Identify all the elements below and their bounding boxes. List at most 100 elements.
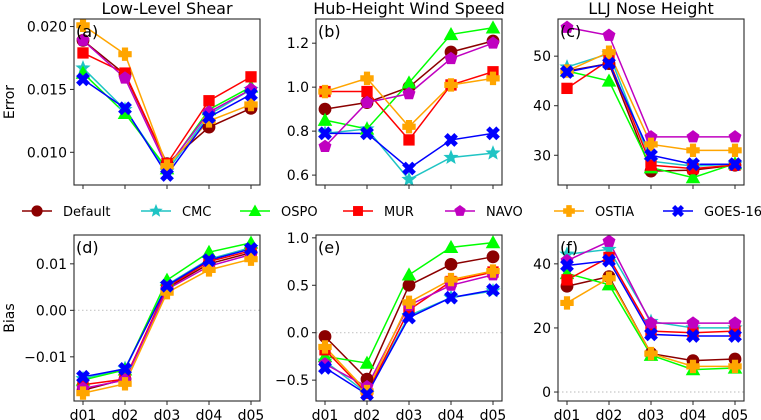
data-point-ostia — [686, 143, 700, 158]
y-tick-label: 0.00 — [36, 303, 67, 319]
x-tick-label: d05 — [722, 408, 749, 420]
data-point-goes-16 — [602, 253, 616, 268]
legend-marker-glyph — [149, 203, 163, 217]
axes-frame — [73, 18, 261, 186]
data-point-goes-16 — [318, 126, 332, 141]
legend-label-goes-16: GOES-16 — [704, 205, 761, 220]
data-point-cmc — [401, 171, 417, 186]
series-line-goes-16 — [82, 248, 252, 378]
data-point-mur — [77, 47, 89, 59]
axes-frame — [315, 234, 503, 402]
data-point-ostia — [686, 359, 700, 374]
series-line-mur — [82, 250, 252, 386]
legend: Default CMC OSPO MUR NAVO OSTIA GOES-16 — [22, 203, 761, 220]
x-tick-label: d05 — [238, 408, 265, 420]
y-tick-label: 0.6 — [287, 168, 309, 184]
data-point-goes-16 — [486, 126, 500, 141]
data-point-navo — [728, 316, 742, 329]
axes-frame — [73, 234, 261, 402]
legend-label-cmc: CMC — [182, 205, 211, 220]
y-tick-label: 0 — [542, 385, 551, 401]
data-point-ospo — [443, 239, 459, 254]
data-point-goes-16 — [444, 290, 458, 305]
data-point-goes-16 — [728, 157, 742, 172]
legend-marker-ostia — [554, 205, 584, 217]
data-point-mur — [203, 95, 215, 107]
data-point-ospo — [485, 20, 501, 34]
axes-frame — [315, 18, 503, 186]
x-tick-label: d03 — [638, 408, 665, 420]
data-point-ostia — [486, 264, 500, 278]
y-tick-label: 50 — [533, 49, 551, 65]
data-point-goes-16 — [360, 126, 374, 141]
x-tick-label: d01 — [312, 408, 339, 420]
data-point-goes-16 — [76, 369, 90, 384]
legend-marker-goes-16 — [663, 205, 693, 217]
y-tick-label: 40 — [533, 257, 551, 273]
panel-e-hub-height-wind-speed-bias: −0.5 0.0 0.5 1.0 d01 d02 d03 d04 d05 (e) — [275, 231, 506, 420]
data-point-goes-16 — [360, 387, 374, 402]
y-axis-label: Bias — [2, 303, 18, 332]
legend-item-mur: MUR — [343, 205, 414, 220]
data-point-ospo — [359, 355, 375, 369]
y-tick-label: 0.5 — [287, 278, 309, 294]
data-point-goes-16 — [402, 161, 416, 176]
x-tick-label: d01 — [554, 408, 581, 420]
data-point-ostia — [202, 263, 216, 277]
x-tick-label: d02 — [354, 408, 381, 420]
data-point-goes-16 — [402, 310, 416, 325]
panel-label: (f) — [560, 238, 578, 257]
legend-marker-glyph — [454, 205, 466, 216]
data-point-ostia — [244, 252, 258, 266]
data-point-ostia — [76, 386, 90, 400]
panel-f-llj-nose-height-bias: 0 20 40 d01 d02 d03 d04 d05 (f) — [533, 234, 749, 420]
data-point-navo — [318, 139, 332, 153]
panel-title: LLJ Nose Height — [588, 0, 714, 18]
x-tick-label: d04 — [680, 408, 707, 420]
y-tick-label: 1.0 — [287, 231, 309, 247]
data-point-ostia — [244, 97, 258, 112]
legend-marker-glyph — [31, 205, 43, 217]
data-point-navo — [118, 71, 132, 84]
data-point-ospo — [317, 112, 333, 126]
data-point-ospo — [685, 170, 701, 184]
series-line-ospo — [82, 242, 252, 381]
legend-marker-glyph — [353, 206, 363, 216]
panel-a-low-level-shear-error: Low-Level Shear Error 0.010 0.015 0.020 (a) — [2, 0, 261, 189]
x-tick-label: d04 — [438, 408, 465, 420]
y-tick-label: −0.5 — [275, 373, 309, 389]
series-line-ospo — [82, 72, 252, 170]
data-point-ostia — [318, 340, 332, 354]
panel-c-llj-nose-height-error: LLJ Nose Height 30 40 50 (c) — [533, 0, 745, 189]
data-point-ostia — [444, 78, 458, 92]
data-point-navo — [602, 28, 616, 41]
legend-marker-navo — [445, 205, 475, 216]
data-point-goes-16 — [686, 157, 700, 172]
y-tick-label: 0.0 — [287, 326, 309, 342]
data-point-goes-16 — [118, 101, 132, 116]
data-point-goes-16 — [202, 253, 216, 268]
panel-title: Hub-Height Wind Speed — [313, 0, 505, 18]
legend-item-navo: NAVO — [445, 205, 523, 220]
legend-item-ospo: OSPO — [240, 204, 318, 220]
legend-item-ostia: OSTIA — [554, 205, 634, 220]
panel-d-low-level-shear-bias: Bias −0.01 0.00 0.01 d01 d02 d03 d04 d05 (d) — [2, 234, 265, 420]
data-point-goes-16 — [686, 329, 700, 343]
data-point-ostia — [486, 71, 500, 86]
data-point-default — [444, 258, 458, 271]
legend-label-ospo: OSPO — [281, 205, 318, 220]
data-point-ospo — [443, 26, 459, 41]
data-point-goes-16 — [244, 242, 258, 256]
y-tick-label: 1.2 — [287, 36, 309, 52]
data-point-goes-16 — [644, 327, 658, 342]
data-point-ostia — [118, 377, 132, 391]
series-line-navo — [566, 26, 735, 138]
x-tick-label: d03 — [154, 408, 181, 420]
series-line-navo — [566, 240, 735, 324]
data-point-ostia — [644, 346, 658, 361]
legend-label-ostia: OSTIA — [595, 205, 634, 220]
legend-marker-cmc — [141, 203, 171, 217]
data-point-goes-16 — [76, 72, 90, 87]
panel-title: Low-Level Shear — [101, 0, 233, 18]
data-point-goes-16 — [728, 329, 742, 343]
